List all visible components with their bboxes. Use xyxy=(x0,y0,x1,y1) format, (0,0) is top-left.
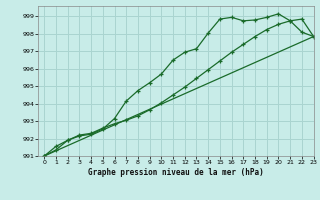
X-axis label: Graphe pression niveau de la mer (hPa): Graphe pression niveau de la mer (hPa) xyxy=(88,168,264,177)
